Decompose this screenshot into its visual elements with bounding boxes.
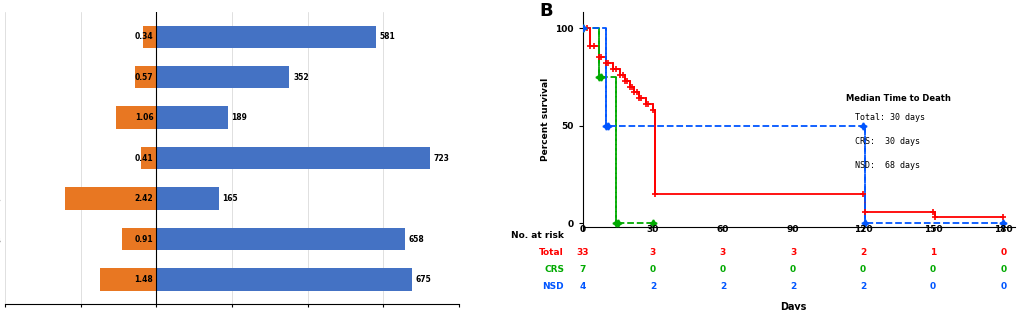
- Text: 90: 90: [786, 225, 799, 234]
- Text: 658: 658: [409, 235, 424, 244]
- Text: 1.06: 1.06: [135, 113, 153, 122]
- Text: CRS: CRS: [543, 265, 564, 274]
- Bar: [122, 228, 156, 250]
- Text: 0: 0: [929, 265, 935, 274]
- Text: 0.34: 0.34: [135, 32, 153, 41]
- Text: 0: 0: [859, 265, 865, 274]
- Text: 0: 0: [929, 282, 935, 291]
- Bar: [156, 228, 405, 250]
- Text: 0: 0: [789, 265, 795, 274]
- Text: 3: 3: [649, 248, 655, 257]
- Text: 2: 2: [859, 282, 865, 291]
- Bar: [156, 25, 376, 48]
- Bar: [144, 25, 156, 48]
- Text: 3: 3: [789, 248, 796, 257]
- Text: 2: 2: [859, 248, 865, 257]
- Text: 150: 150: [923, 225, 942, 234]
- Bar: [156, 268, 411, 291]
- Bar: [135, 66, 156, 88]
- Text: 165: 165: [222, 194, 237, 203]
- Text: 2.42: 2.42: [135, 194, 153, 203]
- Bar: [100, 268, 156, 291]
- Text: 3: 3: [719, 248, 726, 257]
- Text: 0: 0: [649, 265, 655, 274]
- Text: Total: Total: [539, 248, 564, 257]
- Text: 0: 0: [1000, 248, 1006, 257]
- Bar: [156, 107, 227, 129]
- Bar: [65, 188, 156, 210]
- Text: 0.57: 0.57: [135, 73, 153, 82]
- Text: 2: 2: [649, 282, 655, 291]
- Bar: [116, 107, 156, 129]
- Text: Median Time to Death: Median Time to Death: [846, 94, 951, 103]
- Text: 2: 2: [719, 282, 726, 291]
- Text: 1.48: 1.48: [135, 275, 153, 284]
- Text: Total: 30 days: Total: 30 days: [854, 113, 924, 122]
- Y-axis label: Percent survival: Percent survival: [540, 78, 549, 162]
- Bar: [156, 188, 218, 210]
- Text: 1: 1: [929, 248, 935, 257]
- Bar: [156, 147, 429, 169]
- Text: 581: 581: [379, 32, 395, 41]
- Text: 675: 675: [415, 275, 431, 284]
- Text: No. at risk: No. at risk: [511, 231, 564, 240]
- Bar: [141, 147, 156, 169]
- Bar: [156, 66, 289, 88]
- Text: CRS:  30 days: CRS: 30 days: [854, 137, 919, 146]
- Text: 0: 0: [1000, 282, 1006, 291]
- Text: 352: 352: [292, 73, 309, 82]
- Text: 189: 189: [231, 113, 248, 122]
- Text: 723: 723: [433, 153, 449, 163]
- Text: 0.41: 0.41: [135, 153, 153, 163]
- Text: 180: 180: [993, 225, 1012, 234]
- Text: NSD: NSD: [542, 282, 564, 291]
- Text: 33: 33: [576, 248, 589, 257]
- Text: 0: 0: [719, 265, 726, 274]
- Text: 0.91: 0.91: [135, 235, 153, 244]
- Text: 30: 30: [646, 225, 658, 234]
- Text: Days: Days: [780, 302, 805, 310]
- Text: 2: 2: [789, 282, 796, 291]
- Text: 120: 120: [853, 225, 871, 234]
- Text: 0: 0: [579, 225, 585, 234]
- Text: 4: 4: [579, 282, 586, 291]
- Text: NSD:  68 days: NSD: 68 days: [854, 161, 919, 170]
- Text: 60: 60: [716, 225, 729, 234]
- Text: 7: 7: [579, 265, 586, 274]
- Text: 0: 0: [1000, 265, 1006, 274]
- Text: B: B: [539, 2, 552, 20]
